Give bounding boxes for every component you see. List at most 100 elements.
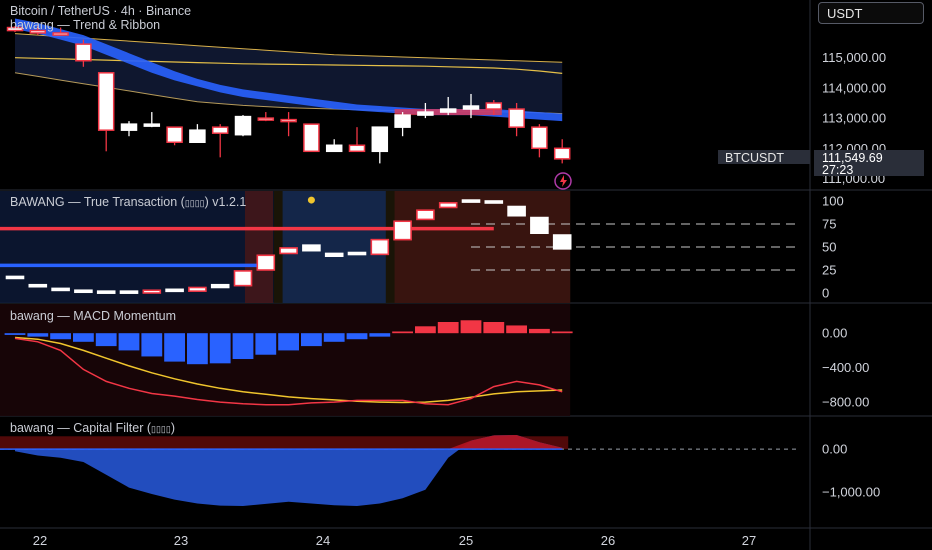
macd-histogram-bar[interactable] (278, 333, 299, 351)
y-tick-label: −1,000.00 (822, 484, 880, 499)
transaction-box[interactable] (5, 275, 25, 280)
candle-body (52, 32, 69, 36)
price-candle[interactable] (211, 124, 229, 158)
macd-histogram-bar[interactable] (483, 322, 505, 334)
price-candle[interactable] (29, 26, 47, 36)
price-candle[interactable] (6, 26, 24, 33)
transaction-box[interactable] (119, 290, 139, 294)
macd-histogram-bar[interactable] (27, 333, 49, 337)
price-candle[interactable] (75, 39, 92, 67)
price-candle[interactable] (508, 103, 525, 137)
price-candle[interactable] (462, 93, 480, 119)
capital-area (15, 435, 563, 506)
macd-histogram-bar[interactable] (551, 331, 573, 334)
transaction-box[interactable] (96, 290, 116, 294)
macd-histogram-bar[interactable] (118, 333, 140, 351)
transaction-box[interactable] (302, 244, 321, 252)
price-candle[interactable] (143, 112, 161, 128)
y-tick-label: 0.00 (822, 326, 847, 341)
transaction-box[interactable] (165, 288, 184, 293)
price-pane[interactable] (6, 18, 571, 164)
macd-histogram-bar[interactable] (255, 333, 277, 355)
macd-histogram-bar[interactable] (346, 333, 368, 340)
transaction-box[interactable] (370, 238, 390, 256)
macd-histogram-bar[interactable] (4, 333, 26, 335)
transaction-box[interactable] (233, 270, 253, 287)
transaction-box[interactable] (142, 289, 162, 294)
macd-histogram-bar[interactable] (187, 333, 208, 365)
macd-histogram-bar[interactable] (369, 333, 391, 337)
capital-upper-band (0, 436, 569, 450)
transaction-box[interactable] (484, 200, 504, 204)
capital-filter-pane[interactable] (0, 435, 800, 506)
transaction-box[interactable] (324, 252, 344, 258)
transaction-box[interactable] (28, 283, 48, 288)
price-candle[interactable] (417, 103, 434, 119)
macd-histogram-bar[interactable] (323, 333, 345, 342)
macd-histogram-bar[interactable] (529, 328, 550, 334)
price-candle[interactable] (234, 115, 252, 137)
price-axis[interactable]: 115,000.00114,000.00113,000.00112,000.00… (822, 50, 886, 499)
macd-histogram-bar[interactable] (164, 333, 185, 362)
transaction-box[interactable] (210, 283, 230, 289)
macd-histogram-bar[interactable] (73, 333, 94, 342)
unit-selector[interactable]: USDT (818, 2, 924, 24)
transaction-box[interactable] (347, 251, 367, 256)
candle-body (75, 43, 92, 62)
transaction-box[interactable] (552, 234, 572, 250)
transaction-box[interactable] (279, 247, 298, 255)
candle-body (462, 105, 480, 110)
transaction-box[interactable] (256, 254, 276, 271)
transaction-box[interactable] (393, 220, 412, 241)
transaction-box[interactable] (530, 216, 549, 234)
macd-histogram-bar[interactable] (232, 333, 254, 360)
true-transaction-pane[interactable] (0, 191, 800, 303)
price-candle[interactable] (348, 127, 366, 153)
lightning-alert-icon[interactable] (554, 172, 572, 190)
transaction-box[interactable] (438, 202, 458, 209)
mid-band-line (14, 57, 563, 74)
time-tick-label: 27 (742, 533, 756, 548)
price-candle[interactable] (394, 112, 411, 137)
price-candle[interactable] (189, 124, 206, 143)
macd-histogram-bar[interactable] (50, 333, 71, 340)
y-tick-label: 100 (822, 194, 844, 209)
price-candle[interactable] (325, 139, 343, 153)
time-tick-label: 26 (601, 533, 615, 548)
price-candle[interactable] (371, 126, 389, 164)
macd-histogram-bar[interactable] (506, 325, 527, 334)
price-candle[interactable] (97, 72, 115, 152)
time-axis[interactable]: 22 23 24 25 26 27 (33, 533, 756, 548)
price-candle[interactable] (257, 112, 275, 122)
price-candle[interactable] (485, 99, 503, 116)
upper-band-line (14, 33, 563, 63)
macd-histogram-bar[interactable] (415, 326, 436, 334)
candle-body (6, 26, 24, 32)
price-candle[interactable] (303, 123, 320, 153)
transaction-box[interactable] (416, 209, 435, 221)
macd-histogram-bar[interactable] (392, 331, 413, 334)
price-candle[interactable] (52, 27, 69, 36)
transaction-box[interactable] (461, 199, 481, 203)
time-tick-label: 22 (33, 533, 47, 548)
macd-histogram-bar[interactable] (141, 333, 163, 357)
transaction-box[interactable] (507, 205, 526, 217)
macd-histogram-bar[interactable] (437, 322, 459, 334)
price-candle[interactable] (553, 139, 571, 164)
price-candle[interactable] (166, 126, 183, 146)
macd-histogram-bar[interactable] (209, 333, 231, 364)
macd-pane[interactable] (0, 304, 573, 416)
macd-histogram-bar[interactable] (460, 320, 482, 334)
transaction-box[interactable] (74, 289, 93, 294)
price-candle[interactable] (531, 124, 548, 158)
transaction-box[interactable] (51, 287, 70, 292)
macd-histogram-bar[interactable] (95, 333, 117, 347)
price-candle[interactable] (280, 112, 297, 137)
ribbon-cloud (15, 33, 563, 114)
candle-body (485, 102, 503, 110)
macd-histogram-bar[interactable] (301, 333, 322, 347)
price-candle[interactable] (439, 96, 457, 116)
price-candle[interactable] (120, 121, 138, 137)
transaction-box[interactable] (188, 286, 207, 292)
